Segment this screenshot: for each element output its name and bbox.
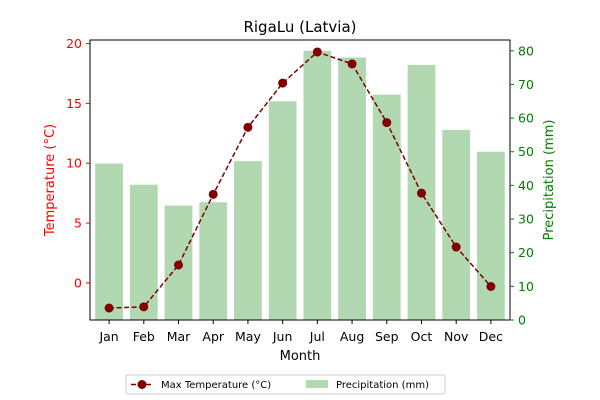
legend-bar-swatch [306,380,328,388]
x-axis: Jan Feb Mar Apr May Jun Jul Aug Sep Oct Nov Dec [98,320,503,344]
legend-marker-swatch [137,380,147,389]
x-tick-label: Nov [444,329,469,344]
temperature-point-jan [104,303,114,313]
temperature-point-apr [208,189,218,199]
right-y-tick-label: 50 [518,144,534,159]
precipitation-bar-sep [372,94,401,321]
right-y-axis: 0 10 20 30 40 50 60 70 80 [510,43,534,328]
precipitation-bar-nov [442,129,471,320]
right-y-tick-label: 80 [518,43,534,58]
right-y-tick-label: 10 [518,279,534,294]
precipitation-bar-feb [129,184,158,320]
legend-label-temperature: Max Temperature (°C) [161,380,271,391]
temperature-line [109,51,492,309]
precipitation-bar-jan [95,163,123,320]
precipitation-bar-jul [303,50,332,321]
temperature-point-dec [486,281,496,291]
right-y-tick-label: 40 [518,178,534,193]
precipitation-bars [95,50,505,321]
temperature-point-may [243,122,253,132]
temperature-point-nov [451,242,461,252]
left-y-axis-label: Temperature (°C) [43,124,58,237]
right-y-axis-label: Precipitation (mm) [542,120,557,241]
precipitation-bar-jun [268,101,297,320]
left-y-axis: 0 5 10 15 20 [66,36,90,290]
right-y-tick-label: 30 [518,212,534,227]
temperature-point-sep [382,118,392,128]
x-axis-label: Month [280,349,321,364]
legend-box [125,374,446,395]
left-y-tick-label: 20 [66,36,82,51]
x-tick-label: Feb [133,329,155,344]
precipitation-bar-dec [477,151,505,320]
plot-area-frame [89,39,511,321]
legend-label-precipitation: Precipitation (mm) [336,380,429,391]
right-y-tick-label: 20 [518,245,534,260]
left-y-tick-label: 10 [66,156,82,171]
x-tick-label: Jul [309,329,325,344]
temperature-point-feb [139,302,149,312]
left-y-tick-label: 15 [66,96,82,111]
precipitation-bar-apr [199,202,228,320]
left-y-tick-label: 5 [74,216,82,231]
chart-title: RigaLu (Latvia) [243,18,356,36]
right-y-tick-label: 60 [518,111,534,126]
temperature-point-mar [174,260,184,270]
x-tick-label: Jan [98,329,118,344]
temperature-point-jul [312,47,322,57]
x-tick-label: Jun [272,329,293,344]
precipitation-bar-may [234,161,262,320]
precipitation-bar-aug [338,57,366,320]
right-y-tick-label: 0 [518,313,526,328]
x-tick-label: Sep [375,329,399,344]
temperature-point-jun [278,78,288,88]
right-y-tick-label: 70 [518,77,534,92]
x-tick-label: Mar [167,329,191,344]
x-tick-label: Aug [340,329,364,344]
x-tick-label: Apr [202,329,224,344]
temperature-point-aug [347,59,357,69]
temperature-point-oct [416,188,426,198]
x-tick-label: Dec [479,329,503,344]
left-y-tick-label: 0 [74,275,82,290]
temperature-line-series [104,47,496,313]
legend: Max Temperature (°C) Precipitation (mm) [125,374,446,395]
x-tick-label: Oct [411,329,433,344]
x-tick-label: May [235,329,261,344]
